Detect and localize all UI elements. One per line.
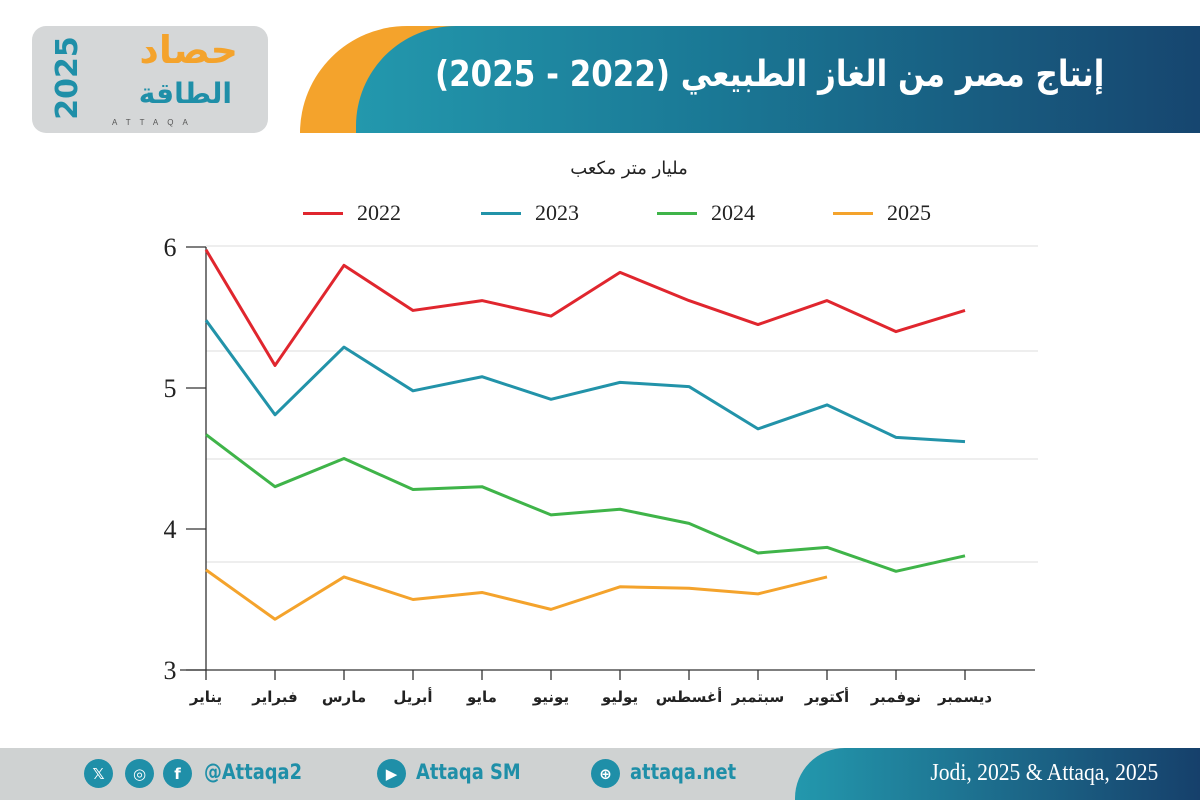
legend-label: 2025 [887,200,931,225]
legend-item-2023: 2023 [481,200,579,226]
logo-arabic-bottom: الطاقة [138,77,232,110]
legend-label: 2022 [357,200,401,225]
x-tick-label: نوفمبر [870,688,921,706]
x-tick-label: أكتوبر [804,687,849,706]
legend-swatch [481,211,521,215]
legend-swatch [657,211,697,215]
x-icon[interactable]: 𝕏 [84,759,113,788]
title-banner [356,26,1200,133]
x-tick-label: يناير [189,688,222,706]
x-tick-label: أبريل [393,687,432,706]
y-tick-label: 3 [164,656,177,685]
series-line-2024 [205,433,966,573]
attaqa-logo: 2025 حصاد الطاقة ATTAQA [32,26,268,133]
chart-legend: 2022 2023 2024 2025 [0,200,1200,230]
y-axis-unit-label: مليار متر مكعب [570,158,688,179]
source-text: Jodi, 2025 & Attaqa, 2025 [930,760,1158,786]
legend-item-2024: 2024 [657,200,755,226]
page-title: إنتاج مصر من الغاز الطبيعي (2022 - 2025) [434,54,1104,95]
y-tick-label: 5 [164,374,177,403]
social-handle[interactable]: @Attaqa2 [204,760,303,784]
x-tick-label: يوليو [601,688,638,706]
x-tick-label: مارس [322,688,366,706]
x-tick-label: يونيو [532,688,569,706]
legend-label: 2023 [535,200,579,225]
legend-item-2025: 2025 [833,200,931,226]
legend-swatch [303,211,343,215]
legend-label: 2024 [711,200,755,225]
logo-latin: ATTAQA [112,118,197,127]
x-tick-label: أغسطس [656,687,722,706]
y-tick-label: 6 [164,233,177,262]
website-link[interactable]: attaqa.net [630,760,737,784]
youtube-channel[interactable]: Attaqa SM [416,760,521,784]
x-tick-label: ديسمبر [937,688,992,706]
x-tick-label: سبتمبر [731,688,785,706]
series-line-2023 [204,319,966,444]
legend-item-2022: 2022 [303,200,401,226]
series-line-2025 [205,568,828,621]
series-line-2022 [204,249,966,367]
legend-swatch [833,211,873,215]
facebook-icon[interactable]: f [163,759,192,788]
web-icon[interactable]: ⊕ [591,759,620,788]
y-tick-label: 4 [164,515,177,544]
youtube-icon[interactable]: ▶ [377,759,406,788]
logo-arabic-top: حصاد [139,28,238,72]
instagram-icon[interactable]: ◎ [125,759,154,788]
source-panel: Jodi, 2025 & Attaqa, 2025 [795,748,1200,800]
x-tick-label: فبراير [251,688,297,706]
x-tick-label: مايو [466,688,497,706]
